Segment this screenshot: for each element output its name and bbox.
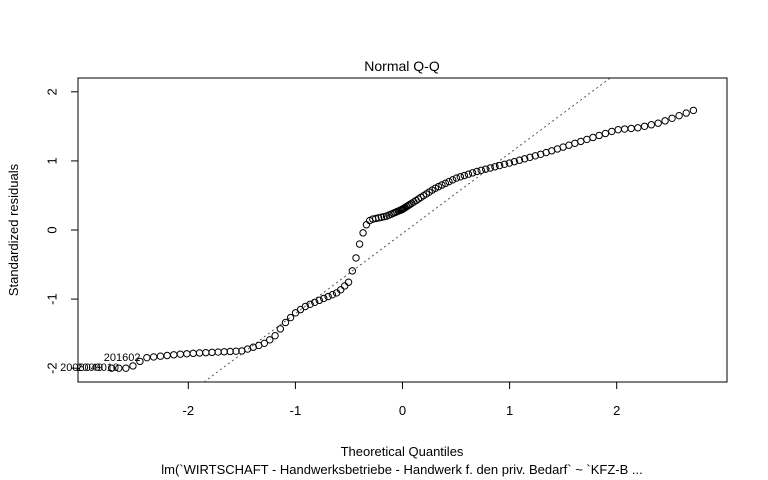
qq-point	[464, 170, 473, 178]
qq-point	[445, 177, 453, 186]
qq-point	[477, 166, 485, 174]
point-label: 2008049	[60, 362, 103, 374]
qq-point	[324, 292, 332, 301]
qq-point	[115, 364, 123, 372]
qq-point	[320, 294, 328, 303]
qq-point	[143, 353, 151, 362]
qq-point	[377, 213, 386, 221]
qq-point	[122, 364, 130, 372]
x-tick-label: -1	[290, 403, 302, 418]
x-tick-label: -2	[183, 403, 195, 418]
qq-point	[460, 171, 469, 180]
qq-point	[136, 357, 144, 366]
qq-point	[404, 201, 412, 210]
qq-point	[301, 302, 310, 311]
qq-point	[352, 254, 360, 262]
chart-title: Normal Q-Q	[364, 58, 440, 74]
qq-point	[531, 152, 539, 160]
qq-point	[336, 286, 345, 294]
qq-point	[468, 169, 477, 177]
chart-subtitle: lm(`WIRTSCHAFT - Handwerksbetriebe - Han…	[161, 462, 642, 477]
qq-point	[495, 161, 504, 170]
qq-points	[107, 106, 698, 372]
x-tick-label: 0	[399, 403, 406, 418]
qq-point	[448, 176, 457, 184]
qq-point	[306, 300, 314, 308]
qq-point	[456, 173, 465, 181]
qq-point	[107, 364, 116, 372]
qq-point	[675, 111, 683, 120]
qq-point	[486, 164, 494, 172]
qq-point	[129, 362, 137, 370]
qq-point	[526, 153, 534, 162]
qq-point	[406, 200, 414, 209]
qq-point	[315, 296, 323, 305]
y-axis: -2 -1 0 1 2	[45, 88, 79, 374]
qq-point	[634, 124, 642, 132]
qq-point	[654, 119, 662, 127]
qq-point	[374, 214, 383, 222]
qq-point	[226, 347, 234, 356]
qq-point	[355, 240, 364, 248]
y-tick-label: 0	[45, 226, 60, 233]
qq-point	[452, 174, 461, 182]
qq-point	[520, 155, 529, 163]
qq-point	[601, 129, 610, 138]
qq-point	[640, 122, 649, 130]
qq-point	[482, 165, 490, 173]
x-tick-label: 2	[613, 403, 620, 418]
qq-point	[661, 117, 669, 125]
qq-point	[311, 298, 319, 306]
qq-point	[266, 336, 274, 344]
qq-point	[515, 156, 524, 164]
qq-point	[372, 214, 380, 223]
y-tick-label: 2	[45, 88, 60, 95]
qq-point	[434, 182, 443, 191]
qq-point	[500, 160, 509, 169]
point-label: 2009010	[76, 362, 119, 374]
x-axis-label: Theoretical Quantiles	[341, 444, 464, 459]
qq-point	[281, 318, 290, 327]
qq-point	[271, 331, 279, 340]
qq-point	[359, 229, 367, 237]
qq-point	[441, 179, 450, 188]
y-axis-label: Standardized residuals	[6, 163, 21, 296]
qq-point	[473, 167, 481, 176]
qq-point	[510, 157, 519, 166]
qq-point	[505, 159, 514, 167]
qq-point	[647, 121, 656, 129]
x-axis: -2 -1 0 1 2	[183, 381, 620, 418]
qq-point	[260, 339, 269, 348]
qq-point	[232, 347, 240, 355]
qq-point	[668, 114, 676, 122]
y-tick-label: 1	[45, 157, 60, 164]
y-tick-label: -1	[45, 293, 60, 305]
qq-point	[491, 163, 499, 171]
qq-point	[438, 181, 446, 189]
qq-point	[286, 313, 295, 322]
point-label: 201602	[104, 352, 141, 364]
x-tick-label: 1	[506, 403, 513, 418]
qq-point	[276, 325, 285, 333]
qq-point	[328, 290, 337, 299]
qq-point	[689, 106, 698, 115]
y-tick-label: -2	[45, 362, 60, 374]
qq-point	[348, 267, 357, 275]
qq-point	[344, 278, 353, 286]
qq-point	[682, 109, 690, 117]
qq-point	[340, 282, 349, 290]
